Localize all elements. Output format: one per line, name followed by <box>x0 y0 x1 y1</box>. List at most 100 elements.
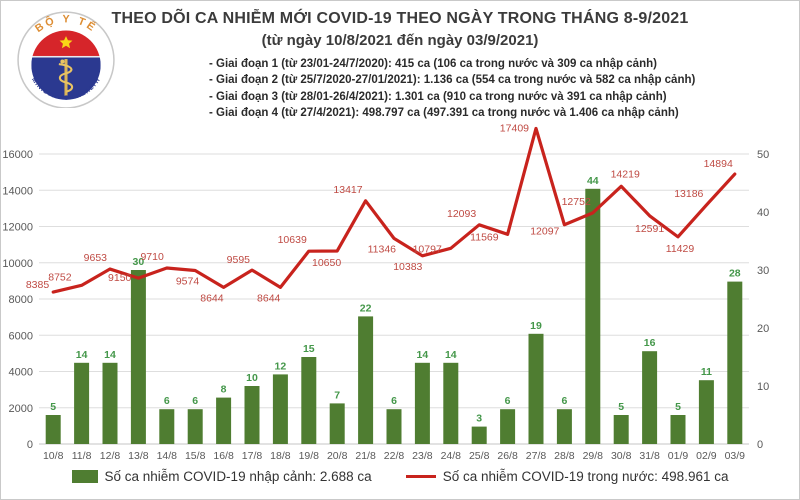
moh-logo-icon: BỘ Y TẾ MINISTRY OF HEALTH <box>17 11 115 109</box>
bar-imported-cases <box>272 374 288 445</box>
x-axis-label: 15/8 <box>185 450 206 462</box>
line-value-label: 12591 <box>635 223 664 235</box>
legend-imported-label: Số ca nhiễm COVID-19 nhập cảnh: 2.688 ca <box>104 469 372 485</box>
x-axis-label: 11/8 <box>72 450 92 462</box>
left-axis-tick: 16000 <box>2 149 33 161</box>
bar-value-label: 6 <box>561 395 567 407</box>
x-axis-label: 21/8 <box>355 450 376 462</box>
bar-value-label: 6 <box>164 395 170 407</box>
left-axis-tick: 6000 <box>9 330 33 342</box>
left-axis-tick: 2000 <box>9 403 33 415</box>
x-axis-label: 22/8 <box>384 450 405 462</box>
page-subtitle: (từ ngày 10/8/2021 đến ngày 03/9/2021) <box>261 32 539 49</box>
x-axis-label: 30/8 <box>611 450 632 462</box>
bar-value-label: 30 <box>133 256 145 268</box>
bar-imported-cases <box>613 415 629 445</box>
bar-imported-cases <box>414 362 430 445</box>
bar-imported-cases <box>130 270 146 445</box>
star-icon <box>59 36 73 49</box>
x-axis-label: 18/8 <box>270 450 291 462</box>
bar-value-label: 44 <box>587 175 599 187</box>
x-axis-label: 02/9 <box>696 450 717 462</box>
x-axis-label: 03/9 <box>725 450 746 462</box>
line-series-swatch-icon <box>405 475 436 479</box>
bar-series-swatch-icon <box>71 470 98 484</box>
line-value-label: 14219 <box>611 168 640 180</box>
bar-value-label: 16 <box>644 337 656 349</box>
bar-imported-cases <box>102 362 118 445</box>
bar-imported-cases <box>329 403 345 445</box>
bar-value-label: 14 <box>104 349 116 361</box>
x-axis-label: 31/8 <box>639 450 660 462</box>
bar-value-label: 14 <box>76 349 88 361</box>
line-value-label: 13186 <box>674 188 703 200</box>
left-axis-tick: 8000 <box>9 294 33 306</box>
bar-value-label: 28 <box>729 268 741 280</box>
bar-value-label: 8 <box>221 384 227 396</box>
page-title: THEO DÕI CA NHIỄM MỚI COVID-19 THEO NGÀY… <box>111 10 689 27</box>
line-value-label: 9150 <box>108 272 132 284</box>
bar-imported-cases <box>159 409 175 445</box>
bar-imported-cases <box>698 380 714 445</box>
x-axis-label: 10/8 <box>43 450 64 462</box>
bar-value-label: 5 <box>50 401 56 413</box>
bar-imported-cases <box>471 426 487 445</box>
right-axis-tick: 30 <box>757 265 769 277</box>
bar-value-label: 5 <box>618 401 624 413</box>
bar-value-label: 5 <box>675 401 681 413</box>
bar-value-label: 19 <box>530 320 542 332</box>
bar-imported-cases <box>45 415 61 445</box>
bar-value-label: 12 <box>275 361 287 373</box>
line-value-label: 8644 <box>200 293 224 305</box>
x-axis-label: 17/8 <box>242 450 263 462</box>
line-value-label: 11346 <box>368 244 397 256</box>
legend-item-imported: Số ca nhiễm COVID-19 nhập cảnh: 2.688 ca <box>71 469 372 485</box>
line-value-label: 14894 <box>704 158 733 170</box>
x-axis-label: 13/8 <box>128 450 149 462</box>
ministry-of-health-logo: BỘ Y TẾ MINISTRY OF HEALTH <box>15 6 117 109</box>
line-value-label: 8644 <box>257 293 281 305</box>
line-value-label: 10650 <box>312 257 341 269</box>
bar-value-label: 6 <box>391 395 397 407</box>
bar-imported-cases <box>670 415 686 445</box>
bar-value-label: 14 <box>417 349 429 361</box>
bar-value-label: 7 <box>334 390 340 402</box>
line-value-label: 10797 <box>413 243 442 255</box>
bar-imported-cases <box>216 397 232 445</box>
bar-imported-cases <box>585 188 601 445</box>
left-axis-tick: 14000 <box>2 185 33 197</box>
bar-value-label: 10 <box>246 372 258 384</box>
legend-domestic-label: Số ca nhiễm COVID-19 trong nước: 498.961… <box>442 469 729 485</box>
covid-combo-chart: 0 2000 4000 6000 8000 10000 12000 14000 16000 0 10… <box>2 123 769 463</box>
staff-snake-icon <box>58 59 74 96</box>
x-axis-label: 27/8 <box>526 450 547 462</box>
right-axis-tick: 0 <box>757 439 763 451</box>
line-value-label: 13417 <box>333 184 362 196</box>
chart-legend: Số ca nhiễm COVID-19 nhập cảnh: 2.688 ca… <box>1 469 799 484</box>
left-axis-tick: 0 <box>27 439 33 451</box>
line-value-label: 17409 <box>500 123 529 135</box>
line-value-label: 8385 <box>26 279 50 291</box>
line-value-label: 9653 <box>84 252 108 264</box>
bar-value-label: 6 <box>505 395 511 407</box>
x-axis-label: 19/8 <box>299 450 320 462</box>
bar-imported-cases <box>556 409 572 445</box>
bar-imported-cases <box>727 281 743 445</box>
bar-imported-cases <box>528 333 544 445</box>
left-axis-tick: 10000 <box>2 258 33 270</box>
bar-value-label: 11 <box>701 366 712 378</box>
line-domestic-cases <box>51 127 737 294</box>
line-value-label: 8752 <box>48 272 72 284</box>
legend-item-domestic: Số ca nhiễm COVID-19 trong nước: 498.961… <box>405 469 729 485</box>
x-axis-label: 29/8 <box>583 450 604 462</box>
bar-imported-cases <box>358 316 374 445</box>
left-axis-tick: 4000 <box>9 367 33 379</box>
x-axis-label: 25/8 <box>469 450 490 462</box>
bar-imported-cases <box>244 386 260 445</box>
x-axis-label: 16/8 <box>213 450 234 462</box>
line-value-label: 11429 <box>666 243 695 255</box>
stage-3-summary: - Giai đoạn 3 (từ 28/01-26/4/2021): 1.30… <box>209 90 667 103</box>
line-value-label: 12097 <box>530 226 559 238</box>
bar-value-label: 6 <box>192 395 198 407</box>
